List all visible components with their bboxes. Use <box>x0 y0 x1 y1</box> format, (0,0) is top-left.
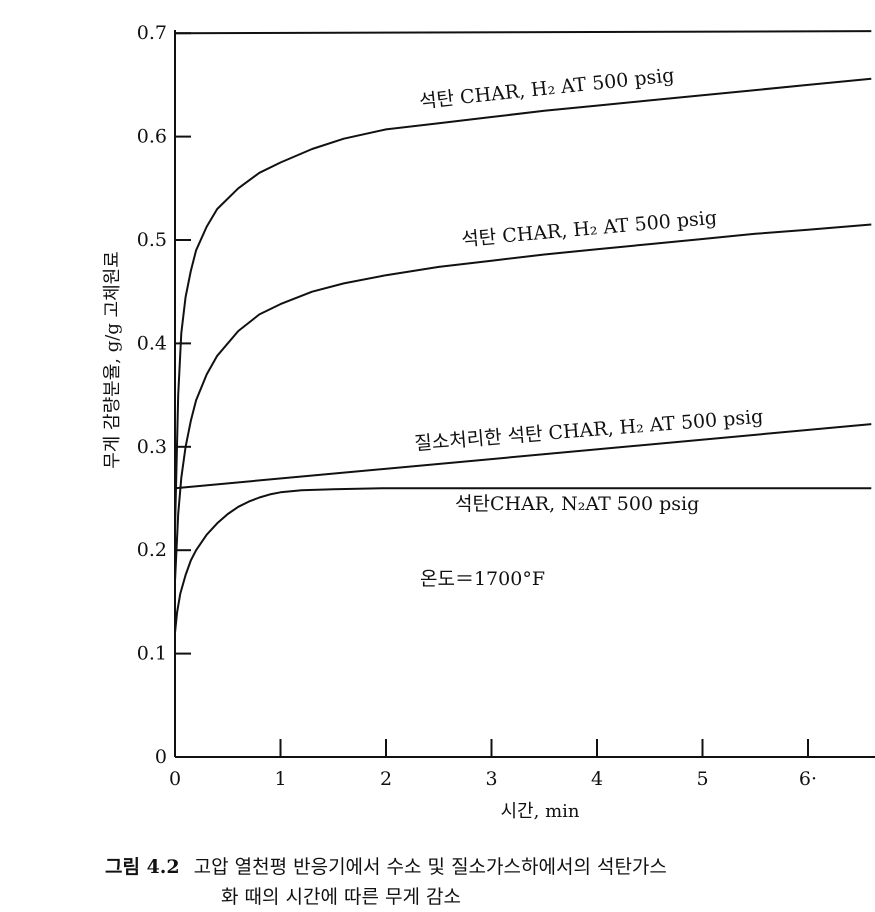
top-reference-line <box>174 30 872 35</box>
caption-line-2: 화 때의 시간에 따른 무게 감소 <box>221 886 461 908</box>
y-tick-label: 0.4 <box>137 332 167 354</box>
series-line-3 <box>174 423 872 490</box>
curve4-label: 석탄CHAR, N₂AT 500 psig <box>455 493 699 515</box>
x-tick-label: 2 <box>380 768 392 790</box>
y-tick-label: 0.3 <box>137 436 167 458</box>
y-tick-label: 0.2 <box>137 539 167 561</box>
x-tick-label: 1 <box>274 768 286 790</box>
x-axis-label: 시간, min <box>501 801 580 822</box>
x-tick-label: 3 <box>485 768 497 790</box>
series-line-2 <box>174 223 872 582</box>
curve1-label: 석탄 CHAR, H₂ AT 500 psig <box>418 64 675 113</box>
y-tick-label: 0.1 <box>137 643 167 665</box>
caption-line-1: 고압 열천평 반응기에서 수소 및 질소가스하에서의 석탄가스 <box>193 856 667 878</box>
figure-caption: 그림 4.2 고압 열천평 반응기에서 수소 및 질소가스하에서의 석탄가스 화 … <box>105 852 875 912</box>
temperature-label: 온도＝1700°F <box>420 568 545 590</box>
x-axis-ticks: 0 1 2 3 4 5 6· <box>169 739 817 790</box>
y-axis-label: 무게 감량분율, g/g 고체원료 <box>102 251 123 469</box>
series-line-1 <box>174 77 872 530</box>
x-tick-label: 4 <box>591 768 603 790</box>
figure-number: 그림 4.2 <box>105 856 180 878</box>
y-tick-label: 0 <box>155 746 167 768</box>
x-tick-label: 5 <box>696 768 708 790</box>
y-tick-label: 0.6 <box>137 126 167 148</box>
y-axis-ticks: 0 0.1 0.2 0.3 0.4 0.5 0.6 0.7 <box>137 22 191 768</box>
curve2-label: 석탄 CHAR, H₂ AT 500 psig <box>461 207 718 251</box>
series-layer <box>174 30 872 634</box>
x-tick-label: 0 <box>169 768 181 790</box>
curve3-label: 질소처리한 석탄 CHAR, H₂ AT 500 psig <box>414 406 764 455</box>
y-tick-label: 0.5 <box>137 229 167 251</box>
x-tick-label: 6· <box>799 768 817 790</box>
series-line-4 <box>174 487 872 634</box>
y-tick-label: 0.7 <box>137 22 167 44</box>
